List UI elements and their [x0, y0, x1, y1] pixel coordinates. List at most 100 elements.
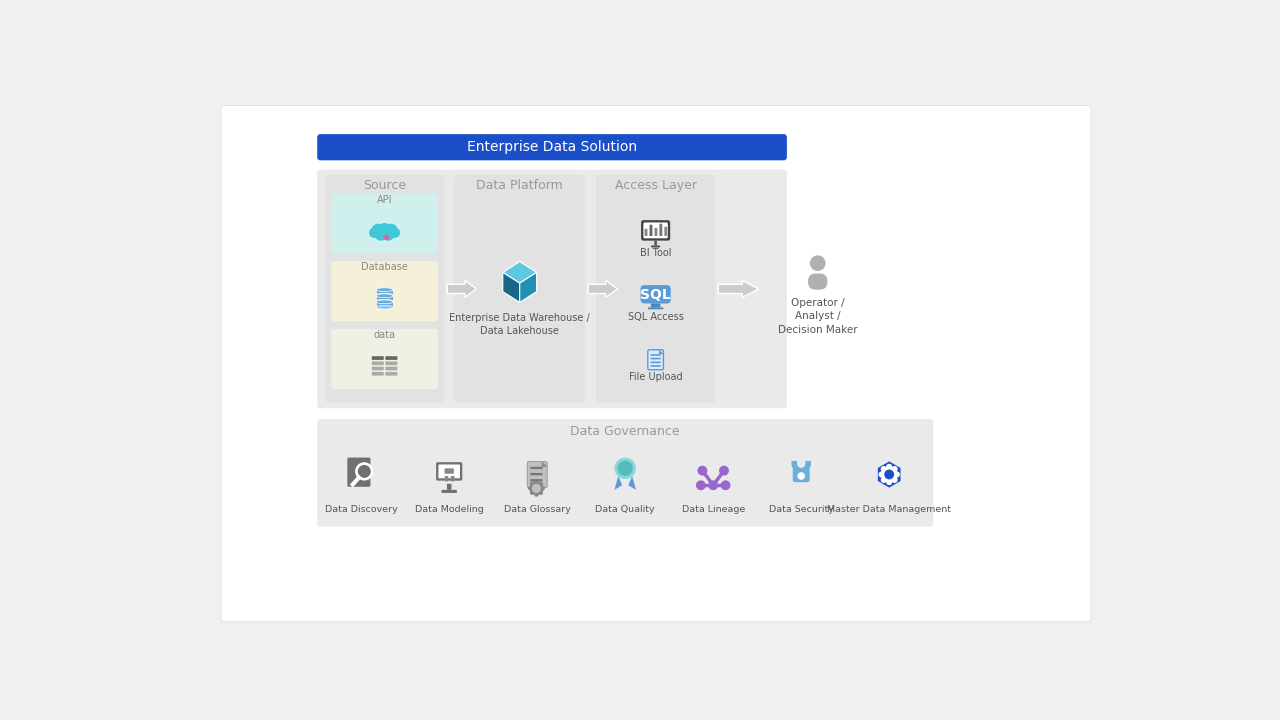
FancyBboxPatch shape [371, 372, 384, 376]
Circle shape [530, 482, 543, 495]
FancyBboxPatch shape [385, 372, 397, 376]
Circle shape [529, 487, 531, 490]
FancyBboxPatch shape [648, 350, 663, 370]
Circle shape [390, 228, 399, 237]
Text: Operator /
Analyst /
Decision Maker: Operator / Analyst / Decision Maker [778, 298, 858, 335]
Text: Source: Source [364, 179, 406, 192]
FancyBboxPatch shape [659, 224, 662, 236]
Text: Data Discovery: Data Discovery [325, 505, 398, 514]
FancyBboxPatch shape [650, 303, 660, 307]
Circle shape [892, 477, 897, 482]
FancyBboxPatch shape [640, 285, 671, 303]
Polygon shape [541, 462, 548, 467]
Polygon shape [376, 289, 393, 295]
FancyBboxPatch shape [385, 356, 397, 360]
Polygon shape [589, 280, 617, 297]
FancyBboxPatch shape [644, 222, 668, 238]
FancyBboxPatch shape [442, 490, 457, 493]
Polygon shape [628, 476, 636, 490]
FancyBboxPatch shape [447, 484, 452, 490]
Circle shape [799, 473, 804, 479]
FancyBboxPatch shape [530, 479, 543, 482]
Circle shape [356, 463, 372, 480]
Circle shape [541, 487, 544, 490]
Text: data: data [374, 330, 396, 340]
FancyBboxPatch shape [317, 419, 933, 527]
FancyBboxPatch shape [808, 274, 827, 289]
FancyBboxPatch shape [650, 354, 660, 356]
FancyBboxPatch shape [348, 468, 356, 472]
FancyBboxPatch shape [527, 462, 548, 487]
Circle shape [372, 225, 384, 236]
FancyBboxPatch shape [650, 365, 660, 366]
FancyBboxPatch shape [530, 473, 543, 475]
Ellipse shape [376, 293, 393, 297]
Circle shape [887, 480, 891, 485]
Polygon shape [503, 261, 536, 283]
FancyBboxPatch shape [654, 228, 658, 236]
Text: BI Tool: BI Tool [640, 248, 672, 258]
FancyBboxPatch shape [454, 175, 585, 402]
Text: Database: Database [361, 262, 408, 272]
Circle shape [385, 235, 388, 239]
Ellipse shape [376, 305, 393, 309]
Circle shape [358, 466, 370, 477]
FancyBboxPatch shape [444, 468, 454, 474]
Polygon shape [503, 272, 520, 302]
Circle shape [530, 482, 534, 485]
FancyBboxPatch shape [654, 240, 657, 246]
Ellipse shape [376, 300, 393, 303]
FancyBboxPatch shape [348, 459, 356, 462]
Circle shape [722, 481, 730, 490]
Ellipse shape [376, 294, 393, 297]
Circle shape [375, 229, 387, 240]
Polygon shape [718, 280, 759, 297]
Text: Data Quality: Data Quality [595, 505, 655, 514]
FancyBboxPatch shape [385, 366, 397, 370]
FancyBboxPatch shape [332, 194, 438, 253]
FancyBboxPatch shape [596, 175, 716, 402]
Circle shape [385, 225, 397, 236]
Text: Master Data Management: Master Data Management [827, 505, 951, 514]
Circle shape [618, 462, 632, 475]
Circle shape [810, 256, 824, 270]
FancyBboxPatch shape [385, 361, 397, 365]
Text: Data Security: Data Security [769, 505, 833, 514]
Circle shape [879, 472, 883, 477]
FancyBboxPatch shape [436, 462, 462, 481]
Circle shape [383, 229, 394, 240]
Text: Data Glossary: Data Glossary [504, 505, 571, 514]
Circle shape [539, 482, 543, 485]
FancyBboxPatch shape [347, 457, 370, 487]
Ellipse shape [376, 300, 393, 304]
Circle shape [884, 470, 893, 479]
Polygon shape [376, 296, 393, 301]
Circle shape [616, 459, 635, 478]
Ellipse shape [376, 288, 393, 292]
FancyBboxPatch shape [371, 361, 384, 365]
Text: Data Lineage: Data Lineage [681, 505, 745, 514]
Circle shape [882, 467, 897, 482]
Polygon shape [376, 302, 393, 307]
FancyBboxPatch shape [325, 175, 444, 402]
FancyBboxPatch shape [332, 329, 438, 389]
FancyBboxPatch shape [439, 464, 460, 478]
FancyBboxPatch shape [650, 361, 660, 363]
Text: Data Platform: Data Platform [476, 179, 563, 192]
Circle shape [532, 485, 540, 492]
FancyBboxPatch shape [317, 169, 787, 408]
Circle shape [882, 467, 886, 472]
FancyBboxPatch shape [348, 464, 356, 467]
Text: API: API [376, 194, 393, 204]
FancyBboxPatch shape [317, 134, 787, 161]
FancyBboxPatch shape [451, 476, 454, 482]
Text: SQL Access: SQL Access [627, 312, 684, 323]
FancyBboxPatch shape [792, 468, 810, 482]
FancyBboxPatch shape [648, 307, 663, 310]
Text: Data Modeling: Data Modeling [415, 505, 484, 514]
Circle shape [530, 491, 534, 494]
FancyBboxPatch shape [650, 358, 660, 359]
Polygon shape [614, 476, 622, 490]
Circle shape [698, 467, 707, 475]
FancyBboxPatch shape [649, 225, 653, 236]
